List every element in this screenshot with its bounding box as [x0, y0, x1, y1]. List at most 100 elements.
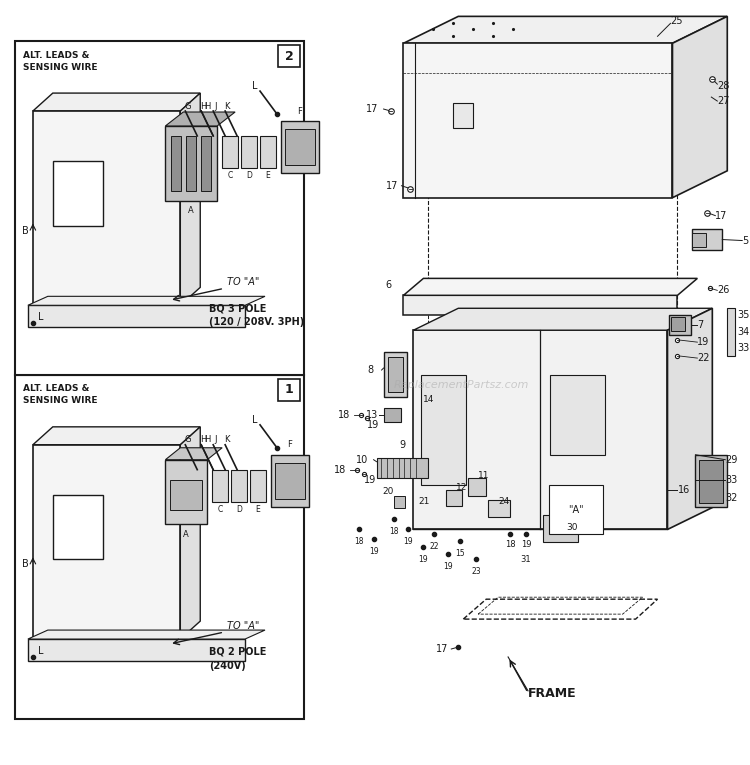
Text: 19: 19: [443, 562, 453, 571]
Text: (240V): (240V): [209, 661, 246, 671]
Bar: [241, 136, 257, 168]
Bar: [53, 161, 103, 226]
Polygon shape: [28, 630, 265, 639]
Bar: [695, 454, 728, 506]
Bar: [53, 495, 103, 559]
Text: ALT. LEADS &: ALT. LEADS &: [23, 385, 89, 393]
Bar: [166, 460, 207, 525]
Text: 5: 5: [742, 236, 748, 246]
Bar: [404, 295, 677, 315]
Text: 14: 14: [424, 396, 435, 405]
Bar: [468, 477, 486, 496]
Text: J: J: [214, 102, 217, 110]
Text: 22: 22: [698, 353, 710, 363]
Text: 18: 18: [388, 527, 398, 536]
Text: 19: 19: [419, 555, 428, 564]
Text: B: B: [22, 559, 28, 569]
Polygon shape: [404, 16, 728, 44]
Polygon shape: [180, 93, 200, 305]
Text: 9: 9: [399, 440, 406, 450]
Text: F: F: [287, 441, 292, 449]
Bar: [404, 44, 673, 197]
Text: (120 / 208V. 3PH): (120 / 208V. 3PH): [209, 317, 304, 327]
Bar: [201, 136, 211, 190]
Text: 17: 17: [366, 104, 379, 114]
Text: TO "A": TO "A": [227, 621, 260, 631]
Text: K: K: [224, 102, 230, 110]
Bar: [28, 639, 245, 661]
Text: 30: 30: [566, 523, 578, 532]
Text: FRAME: FRAME: [528, 687, 577, 700]
Text: 8: 8: [368, 365, 374, 375]
Bar: [278, 379, 300, 401]
Polygon shape: [413, 308, 712, 330]
Text: L: L: [38, 312, 44, 322]
Bar: [170, 480, 202, 509]
Bar: [278, 45, 300, 67]
Bar: [453, 103, 473, 128]
Text: 10: 10: [356, 454, 368, 464]
Bar: [728, 308, 735, 356]
Text: 11: 11: [478, 471, 490, 480]
Polygon shape: [166, 112, 235, 126]
Text: C: C: [227, 171, 232, 181]
Bar: [446, 490, 462, 506]
Text: 17: 17: [386, 181, 398, 190]
Text: BQ 2 POLE: BQ 2 POLE: [209, 647, 266, 657]
Text: ALT. LEADS &: ALT. LEADS &: [23, 50, 89, 60]
Text: D: D: [246, 171, 252, 181]
Polygon shape: [166, 448, 222, 460]
Text: BQ 3 POLE: BQ 3 POLE: [209, 303, 266, 314]
Bar: [281, 121, 319, 173]
Text: 2: 2: [284, 50, 293, 63]
Text: 22: 22: [430, 542, 439, 551]
Bar: [212, 470, 228, 502]
Text: 1: 1: [284, 383, 293, 396]
Text: E: E: [266, 171, 270, 181]
Text: 27: 27: [717, 96, 730, 106]
Text: B: B: [22, 226, 28, 236]
Text: 18: 18: [354, 537, 364, 546]
Text: F: F: [298, 106, 302, 116]
Text: 33: 33: [737, 343, 749, 353]
Text: D: D: [236, 505, 242, 514]
Bar: [271, 454, 309, 506]
Text: 6: 6: [386, 280, 392, 291]
Bar: [250, 470, 266, 502]
Bar: [671, 317, 686, 331]
Text: K: K: [224, 435, 230, 444]
Bar: [550, 375, 604, 454]
Bar: [222, 136, 238, 168]
Text: H: H: [200, 102, 206, 110]
Text: 19: 19: [404, 537, 413, 546]
Polygon shape: [33, 93, 200, 111]
Polygon shape: [33, 427, 200, 444]
Text: 15: 15: [455, 549, 465, 558]
Text: 12: 12: [456, 483, 468, 492]
Text: ReplacementPartsz.com: ReplacementPartsz.com: [394, 380, 529, 390]
Text: 18: 18: [505, 540, 515, 549]
Polygon shape: [404, 278, 698, 295]
Text: G: G: [184, 435, 190, 444]
Text: SENSING WIRE: SENSING WIRE: [23, 396, 98, 405]
Bar: [413, 330, 668, 529]
Text: 17: 17: [716, 210, 728, 220]
Text: 19: 19: [367, 420, 379, 430]
Bar: [231, 470, 247, 502]
Bar: [186, 136, 196, 190]
Text: 31: 31: [520, 555, 531, 564]
Bar: [422, 375, 466, 484]
Text: 32: 32: [725, 493, 738, 503]
Text: L: L: [252, 415, 258, 425]
Text: 16: 16: [677, 484, 690, 495]
Text: "A": "A": [568, 505, 584, 515]
Text: 26: 26: [717, 285, 730, 295]
Text: L: L: [252, 81, 258, 91]
Text: C: C: [217, 505, 223, 514]
Bar: [171, 136, 182, 190]
Text: 24: 24: [498, 497, 509, 506]
Bar: [376, 457, 428, 477]
Text: A: A: [188, 206, 194, 215]
Text: 7: 7: [698, 321, 703, 330]
Text: 25: 25: [670, 16, 683, 26]
